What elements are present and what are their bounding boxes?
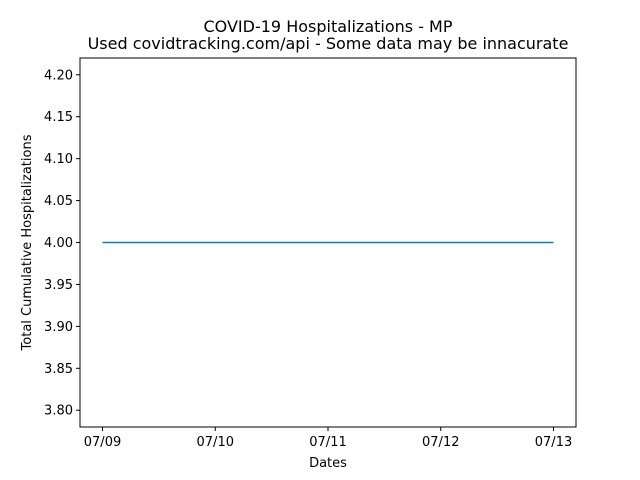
x-tick-label: 07/10	[197, 435, 234, 450]
y-tick-label: 3.85	[44, 362, 73, 377]
x-tick-label: 07/09	[84, 435, 121, 450]
y-tick-label: 3.90	[44, 320, 73, 335]
plot-area: 3.80 3.85 3.90 3.95 4.00 4.05 4.10 4.15 4.20 07/0…	[44, 68, 572, 450]
x-tick-label: 07/11	[309, 435, 346, 450]
x-tick-label: 07/13	[535, 435, 572, 450]
y-tick-label: 4.15	[44, 110, 73, 125]
x-axis-label: Dates	[309, 456, 347, 471]
chart-subtitle: Used covidtracking.com/api - Some data m…	[88, 34, 569, 53]
y-tick-label: 3.80	[44, 404, 73, 419]
y-tick-label: 4.20	[44, 68, 73, 83]
y-tick-label: 3.95	[44, 278, 73, 293]
x-tick-label: 07/12	[422, 435, 459, 450]
y-tick-label: 4.10	[44, 152, 73, 167]
y-tick-label: 4.05	[44, 194, 73, 209]
y-tick-label: 4.00	[44, 236, 73, 251]
y-axis-label: Total Cumulative Hospitalizations	[20, 134, 35, 351]
plot-frame	[79, 57, 577, 428]
chart-title: COVID-19 Hospitalizations - MP	[204, 17, 453, 36]
